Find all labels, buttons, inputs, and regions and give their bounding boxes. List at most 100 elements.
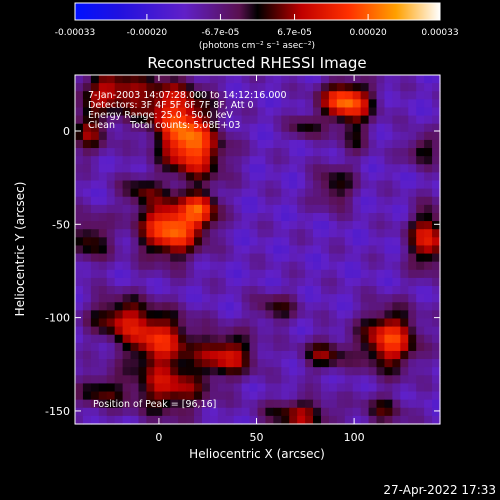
heatmap-cell [82, 123, 92, 133]
heatmap-cell [162, 148, 171, 157]
heatmap-cell [233, 107, 243, 117]
heatmap-cell [98, 294, 108, 303]
heatmap-cell [138, 204, 148, 214]
heatmap-cell [400, 196, 409, 206]
heatmap-cell [265, 115, 274, 125]
heatmap-cell [225, 156, 235, 165]
heatmap-cell [368, 310, 378, 320]
heatmap-cell [336, 99, 346, 109]
heatmap-cell [75, 107, 84, 117]
heatmap-cell [384, 294, 393, 303]
heatmap-cell [432, 359, 441, 368]
heatmap-cell [384, 131, 393, 141]
heatmap-cell [384, 204, 393, 214]
heatmap-cell [98, 269, 108, 279]
heatmap-cell [416, 229, 425, 238]
heatmap-cell [273, 75, 282, 84]
heatmap-cell [130, 180, 140, 190]
heatmap-cell [209, 253, 219, 263]
heatmap-cell [368, 383, 378, 393]
heatmap-cell [233, 318, 243, 328]
heatmap-cell [432, 286, 441, 295]
heatmap-cell [416, 302, 425, 311]
heatmap-cell [122, 107, 132, 117]
heatmap-cell [114, 212, 124, 222]
heatmap-cell [178, 359, 187, 368]
heatmap-cell [257, 310, 267, 320]
heatmap-cell [297, 164, 306, 173]
heatmap-cell [225, 277, 235, 287]
heatmap-cell [257, 204, 267, 214]
heatmap-cell [416, 75, 425, 84]
heatmap-cell [257, 237, 267, 247]
heatmap-cell [400, 148, 409, 157]
heatmap-cell [432, 156, 441, 165]
heatmap-cell [352, 99, 362, 109]
heatmap-cell [217, 415, 227, 425]
heatmap-cell [408, 350, 417, 360]
heatmap-cell [233, 139, 243, 149]
heatmap-cell [384, 415, 393, 425]
heatmap-cell [217, 326, 227, 336]
heatmap-cell [424, 156, 433, 165]
heatmap-cell [249, 107, 259, 117]
heatmap-cell [297, 326, 306, 336]
heatmap-cell [154, 245, 163, 255]
heatmap-cell [384, 107, 393, 117]
heatmap-cell [114, 91, 124, 100]
heatmap-cell [289, 107, 298, 117]
heatmap-cell [289, 212, 298, 222]
heatmap-cell [90, 204, 100, 214]
heatmap-cell [233, 399, 243, 409]
heatmap-cell [281, 350, 290, 360]
heatmap-cell [328, 277, 338, 287]
heatmap-cell [114, 318, 124, 328]
heatmap-cell [313, 180, 322, 190]
heatmap-cell [114, 83, 124, 92]
heatmap-cell [344, 156, 354, 165]
heatmap-cell [424, 188, 433, 198]
heatmap-cell [289, 375, 298, 385]
heatmap-cell [138, 221, 148, 230]
heatmap-cell [424, 196, 433, 206]
heatmap-cell [90, 407, 100, 417]
heatmap-cell [313, 196, 322, 206]
heatmap-cell [82, 415, 92, 425]
heatmap-cell [408, 399, 417, 409]
heatmap-cell [90, 286, 100, 295]
heatmap-cell [154, 261, 163, 271]
heatmap-cell [376, 269, 386, 279]
heatmap-cell [178, 123, 187, 133]
heatmap-cell [241, 334, 251, 344]
heatmap-cell [170, 204, 179, 214]
heatmap-cell [305, 407, 314, 417]
heatmap-cell [408, 164, 417, 173]
heatmap-cell [138, 75, 148, 84]
heatmap-cell [328, 359, 338, 368]
heatmap-cell [432, 99, 441, 109]
heatmap-cell [289, 204, 298, 214]
heatmap-cell [170, 277, 179, 287]
heatmap-cell [313, 172, 322, 182]
heatmap-cell [289, 407, 298, 417]
heatmap-cell [313, 139, 322, 149]
heatmap-cell [336, 164, 346, 173]
heatmap-cell [257, 107, 267, 117]
heatmap-cell [408, 91, 417, 100]
heatmap-cell [241, 115, 251, 125]
heatmap-cell [90, 399, 100, 409]
colorbar-gradient [74, 2, 441, 21]
heatmap-cell [90, 415, 100, 425]
heatmap-cell [249, 188, 259, 198]
heatmap-cell [186, 302, 195, 311]
heatmap-cell [376, 286, 386, 295]
heatmap-cell [352, 391, 362, 401]
heatmap-cell [408, 156, 417, 165]
heatmap-cell [98, 310, 108, 320]
heatmap-cell [98, 342, 108, 352]
heatmap-cell [249, 115, 259, 125]
heatmap-cell [209, 359, 219, 368]
heatmap-cell [432, 212, 441, 222]
heatmap-cell [217, 139, 227, 149]
heatmap-cell [281, 156, 290, 165]
